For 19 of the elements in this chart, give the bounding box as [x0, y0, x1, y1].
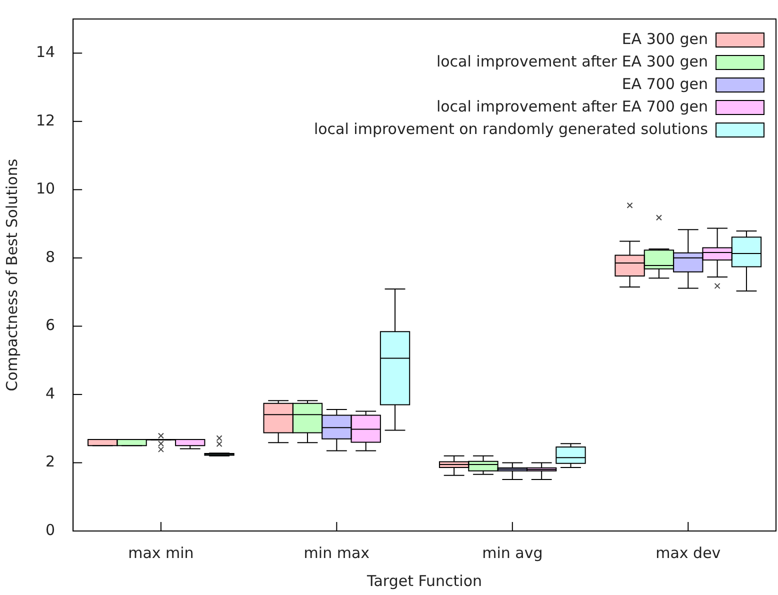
y-tick-label: 4 — [46, 384, 56, 402]
x-tick-label: min max — [304, 544, 370, 562]
y-tick-label: 14 — [36, 43, 56, 62]
legend-label: local improvement on randomly generated solutions — [314, 120, 708, 138]
y-tick-label: 0 — [46, 520, 56, 539]
x-tick-label: min avg — [482, 544, 543, 562]
y-tick-label: 6 — [46, 316, 56, 334]
y-tick-label: 2 — [46, 452, 56, 471]
legend-label: local improvement after EA 700 gen — [436, 97, 708, 116]
x-tick-label: max min — [128, 544, 194, 562]
x-axis-title: Target Function — [366, 572, 482, 590]
legend-label: local improvement after EA 300 gen — [436, 52, 708, 70]
y-tick-label: 12 — [36, 111, 56, 130]
x-tick-label: max dev — [656, 544, 721, 562]
y-axis-title: Compactness of Best Solutions — [2, 158, 21, 392]
y-tick-label: 8 — [46, 248, 56, 266]
legend-label: EA 700 gen — [622, 74, 708, 93]
y-tick-label: 10 — [36, 180, 56, 198]
legend-label: EA 300 gen — [622, 30, 708, 48]
